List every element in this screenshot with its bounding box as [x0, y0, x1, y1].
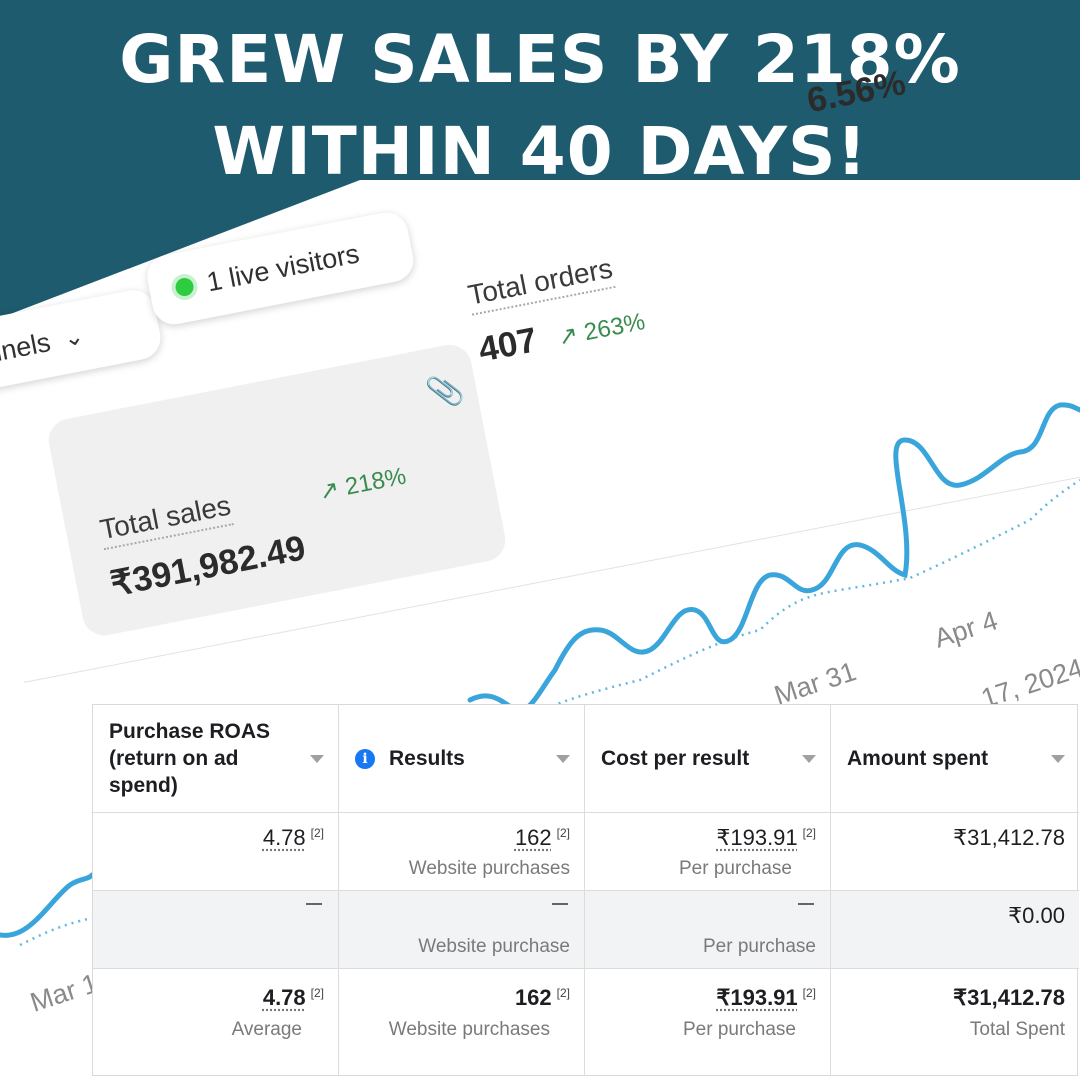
total-roas: 4.78 [2] — [263, 985, 324, 1011]
axis-label-apr4: Apr 4 — [931, 605, 1002, 653]
total-results: 162 [2] — [515, 985, 570, 1011]
sort-caret-icon[interactable] — [802, 754, 816, 763]
total-spent: ₹31,412.78 — [953, 985, 1065, 1011]
total-cpr-sub: Per purchase — [682, 1019, 796, 1040]
row1-roas: 4.78 [2] — [263, 825, 324, 851]
footnote: [2] — [310, 825, 324, 840]
empty-dash — [306, 903, 322, 905]
row1-spent: ₹31,412.78 — [953, 825, 1065, 850]
row2-cpr-sub: Per purchase — [702, 936, 816, 957]
column-header-amount-spent[interactable]: Amount spent — [831, 705, 1079, 813]
column-header-cpr-label: Cost per result — [601, 746, 750, 770]
row1-cpr: ₹193.91 [2] — [716, 825, 816, 851]
row1-cpr-cell: ₹193.91 [2] Per purchase — [585, 813, 831, 891]
headline-line-2: WITHIN 40 DAYS! — [212, 113, 868, 190]
row1-roas-cell: 4.78 [2] — [93, 813, 339, 891]
total-results-cell: 162 [2] Website purchases — [339, 969, 585, 1075]
footnote: [2] — [310, 985, 324, 1000]
headline: GREW SALES BY 218% WITHIN 40 DAYS! — [0, 14, 1080, 198]
row2-roas-cell — [93, 891, 339, 969]
row1-results: 162 [2] — [515, 825, 570, 851]
footnote: [2] — [556, 825, 570, 840]
column-header-roas-label: Purchase ROAS (return on ad spend) — [109, 720, 271, 797]
total-results-value: 162 — [514, 985, 552, 1010]
footnote: [2] — [556, 985, 570, 1000]
total-cpr-cell: ₹193.91 [2] Per purchase — [585, 969, 831, 1075]
sales-series-line — [467, 402, 1080, 714]
row2-cpr-cell: Per purchase — [585, 891, 831, 969]
total-spent-cell: ₹31,412.78 Total Spent — [831, 969, 1079, 1075]
row2-spent-cell: ₹0.00 — [831, 891, 1079, 969]
empty-dash — [552, 903, 568, 905]
total-roas-sub: Average — [231, 1019, 302, 1040]
total-cpr-value: ₹193.91 — [716, 985, 798, 1010]
row1-spent-cell: ₹31,412.78 — [831, 813, 1079, 891]
column-header-results[interactable]: i Results — [339, 705, 585, 813]
column-header-cost-per-result[interactable]: Cost per result — [585, 705, 831, 813]
column-header-results-label: Results — [389, 746, 465, 770]
sort-caret-icon[interactable] — [556, 754, 570, 763]
row2-spent: ₹0.00 — [1008, 903, 1065, 928]
empty-dash — [798, 903, 814, 905]
total-results-sub: Website purchases — [388, 1019, 550, 1040]
headline-line-1: GREW SALES BY 218% — [119, 21, 961, 98]
axis-label-mar31: Mar 31 — [771, 656, 860, 711]
row2-results-cell: Website purchase — [339, 891, 585, 969]
total-roas-cell: 4.78 [2] Average — [93, 969, 339, 1075]
row1-cpr-value: ₹193.91 — [716, 825, 798, 850]
total-roas-value: 4.78 — [262, 985, 306, 1010]
row1-results-cell: 162 [2] Website purchases — [339, 813, 585, 891]
total-spent-value: ₹31,412.78 — [953, 985, 1065, 1010]
ads-results-table: Purchase ROAS (return on ad spend) i Res… — [92, 704, 1079, 1076]
sales-series-line-left — [0, 872, 95, 938]
row1-cpr-sub: Per purchase — [678, 858, 792, 879]
info-icon[interactable]: i — [355, 748, 375, 769]
column-header-spent-label: Amount spent — [847, 746, 989, 770]
total-cpr: ₹193.91 [2] — [716, 985, 816, 1011]
footnote: [2] — [802, 825, 816, 840]
column-header-roas[interactable]: Purchase ROAS (return on ad spend) — [93, 705, 339, 813]
row2-results-sub: Website purchase — [418, 936, 570, 957]
total-spent-sub: Total Spent — [969, 1019, 1065, 1040]
row1-results-value: 162 — [514, 825, 552, 850]
row1-results-sub: Website purchases — [408, 858, 570, 879]
sort-caret-icon[interactable] — [310, 754, 324, 763]
footnote: [2] — [802, 985, 816, 1000]
row1-roas-value: 4.78 — [262, 825, 306, 850]
sort-caret-icon[interactable] — [1051, 754, 1065, 763]
axis-label-mar: Mar 1 — [27, 968, 102, 1018]
